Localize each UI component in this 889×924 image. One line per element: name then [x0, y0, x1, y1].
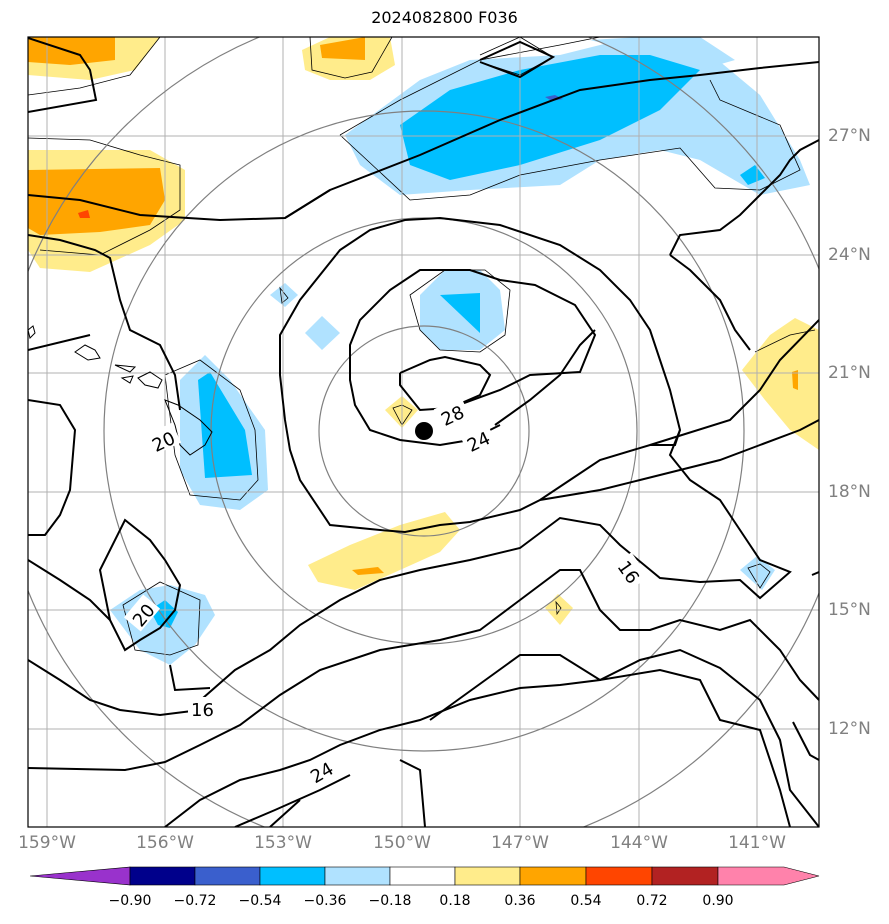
- colorbar-label: −0.54: [238, 893, 282, 909]
- colorbar-label: −0.72: [173, 893, 217, 909]
- colorbar-segment-1: [129, 866, 196, 886]
- map-title: 2024082800 F036: [371, 8, 518, 27]
- colorbar-segment-9: [651, 866, 719, 886]
- colorbar-label: −0.36: [303, 893, 347, 909]
- map-frame: [27, 36, 820, 828]
- lon-label: 150°W: [373, 833, 431, 853]
- thin-contours: [28, 37, 816, 656]
- lon-label: 144°W: [610, 833, 668, 853]
- lat-lon-grid: [28, 37, 819, 827]
- lat-label: 12°N: [828, 719, 871, 739]
- colorbar-segment-10: [717, 866, 820, 886]
- colorbar-label: 0.54: [570, 893, 602, 909]
- lon-label: 147°W: [491, 833, 549, 853]
- colorbar: [29, 866, 820, 886]
- shaded-field-negative: [110, 37, 810, 665]
- lat-label: 27°N: [828, 126, 871, 146]
- lon-label: 141°W: [728, 833, 786, 853]
- colorbar-segment-6: [454, 866, 521, 886]
- colorbar-label: 0.72: [636, 893, 668, 909]
- lon-label: 156°W: [136, 833, 194, 853]
- contour-label: 16: [191, 700, 214, 721]
- colorbar-segment-5: [389, 866, 456, 886]
- shaded-field-positive: [28, 37, 819, 625]
- colorbar-label: −0.18: [368, 893, 412, 909]
- lon-label: 153°W: [254, 833, 312, 853]
- lon-label: 159°W: [18, 833, 76, 853]
- colorbar-label: 0.36: [504, 893, 536, 909]
- lat-label: 18°N: [828, 482, 871, 502]
- colorbar-label: 0.18: [439, 893, 471, 909]
- colorbar-segment-8: [585, 866, 653, 886]
- colorbar-segment-7: [519, 866, 587, 886]
- hawaii-coastline: [28, 325, 213, 456]
- colorbar-label: −0.90: [108, 893, 152, 909]
- storm-center-marker: [415, 422, 433, 440]
- lat-label: 21°N: [828, 363, 871, 383]
- main-contours: [28, 37, 819, 827]
- lat-label: 15°N: [828, 600, 871, 620]
- colorbar-segment-2: [194, 866, 261, 886]
- colorbar-label: 0.90: [702, 893, 734, 909]
- lat-label: 24°N: [828, 245, 871, 265]
- colorbar-segment-0: [29, 866, 131, 886]
- colorbar-segment-4: [324, 866, 391, 886]
- colorbar-segment-3: [259, 866, 326, 886]
